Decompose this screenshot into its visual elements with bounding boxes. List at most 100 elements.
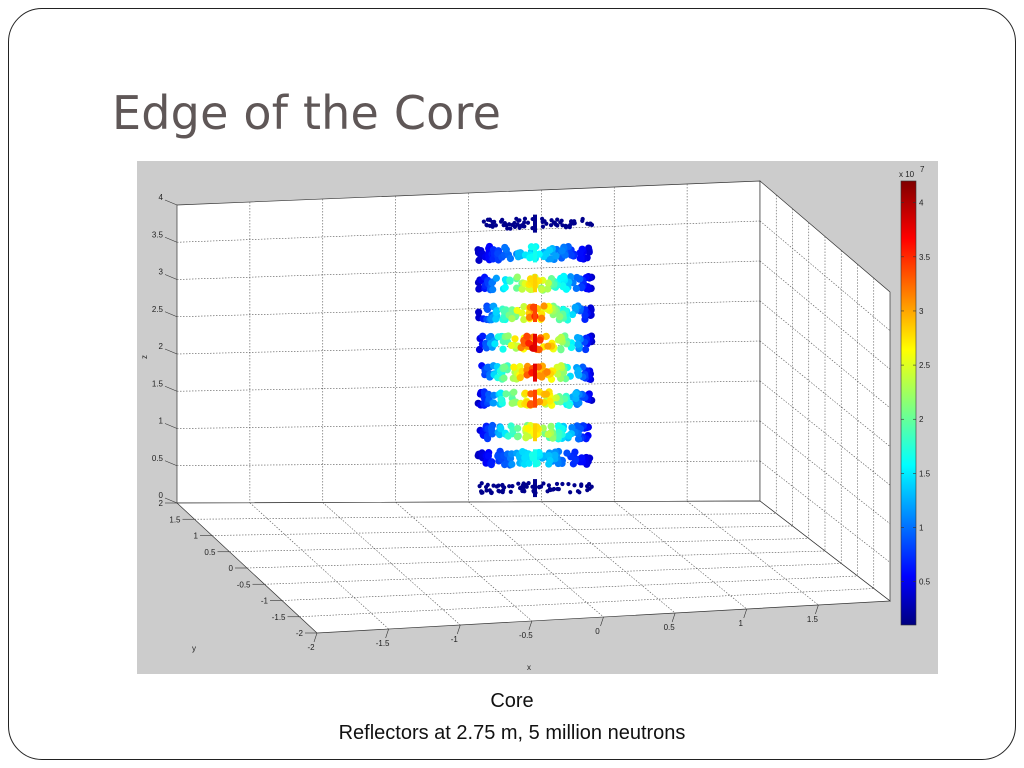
data-point xyxy=(535,372,543,380)
y-tick-label: 0.5 xyxy=(204,548,216,557)
center-rod xyxy=(533,363,537,382)
x-tick-mark xyxy=(528,620,533,631)
data-point xyxy=(567,251,575,259)
scatter3d-plot: 00.511.522.533.54z-2-1.5-1-0.500.511.52y… xyxy=(140,165,931,672)
data-point xyxy=(548,223,554,228)
data-point xyxy=(508,460,516,468)
z-tick-label: 4 xyxy=(159,193,164,202)
x-tick-label: 0.5 xyxy=(664,623,676,632)
data-point xyxy=(585,247,593,255)
figure-panel: 0 0.5 1 1.5 2 2.5 3 3.5 4 z -2 -1.5 -1 -0.5 0 0.5 1 1.5 2 y… xyxy=(137,161,938,674)
x-grid-floor xyxy=(686,501,819,606)
data-point xyxy=(560,272,568,280)
data-point xyxy=(579,483,584,488)
data-point xyxy=(521,487,526,493)
data-point xyxy=(568,310,577,319)
z-grid-side xyxy=(759,380,891,486)
x-axis-label: x xyxy=(527,663,531,672)
y-axis-label: y xyxy=(192,644,196,653)
z-grid-side xyxy=(759,340,891,447)
data-point xyxy=(576,249,584,257)
colorbar-tick-label: 1 xyxy=(919,524,924,533)
colorbar-tick-label: 1.5 xyxy=(919,469,931,478)
data-point xyxy=(527,390,535,398)
data-point xyxy=(494,452,502,460)
colorbar-layer: 0.5 1 1.5 2 2.5 3 3.5 4 x 10 7 xyxy=(899,165,931,626)
z-tick-mark xyxy=(164,274,178,280)
data-point xyxy=(489,285,497,294)
data-point xyxy=(489,399,498,407)
data-point xyxy=(578,454,586,462)
x-tick-label: 1 xyxy=(739,619,744,628)
data-point xyxy=(542,390,550,398)
data-point xyxy=(572,221,577,226)
data-point xyxy=(497,395,505,403)
data-point xyxy=(501,461,509,469)
z-grid-side xyxy=(759,420,891,524)
data-point xyxy=(522,224,527,229)
caption-subtitle: Reflectors at 2.75 m, 5 million neutrons xyxy=(338,722,686,744)
colorbar-exponent: x 10 xyxy=(899,170,915,179)
data-point xyxy=(492,274,500,282)
data-point xyxy=(582,345,590,354)
data-point xyxy=(524,484,529,489)
x-grid-floor xyxy=(614,501,747,610)
data-point xyxy=(500,490,505,495)
data-point xyxy=(520,484,525,489)
data-point xyxy=(555,486,560,492)
data-point xyxy=(516,481,521,486)
floor xyxy=(176,500,891,634)
data-point xyxy=(551,486,557,492)
data-point xyxy=(475,345,484,354)
data-point xyxy=(477,484,482,489)
data-point xyxy=(501,223,506,228)
data-point xyxy=(560,481,565,487)
z-tick-label: 0 xyxy=(159,491,164,500)
data-point xyxy=(566,481,571,487)
data-point xyxy=(500,217,505,223)
z-tick-mark xyxy=(164,236,178,243)
data-point xyxy=(542,332,550,340)
data-point xyxy=(586,482,592,487)
data-point xyxy=(484,452,493,460)
data-point xyxy=(488,490,494,495)
center-rod xyxy=(533,389,537,408)
y-tick-label: -1 xyxy=(261,597,269,606)
z-tick-label: 3 xyxy=(159,268,164,277)
data-point xyxy=(478,489,484,494)
data-point xyxy=(560,223,565,228)
data-point xyxy=(565,432,573,440)
data-point xyxy=(573,333,582,342)
x-tick-label: -0.5 xyxy=(519,631,533,640)
y-grid-floor xyxy=(246,550,826,569)
data-point xyxy=(479,481,484,486)
z-axis-label: z xyxy=(140,355,149,359)
data-point xyxy=(546,483,551,488)
data-point xyxy=(510,222,515,228)
x-tick-label: -1 xyxy=(451,635,459,644)
center-rod xyxy=(533,449,537,468)
data-point xyxy=(496,488,501,494)
data-point xyxy=(551,220,557,225)
center-rod xyxy=(533,214,537,233)
data-point xyxy=(487,461,495,469)
data-point xyxy=(496,431,504,439)
data-point xyxy=(574,435,583,443)
data-point xyxy=(577,254,585,262)
data-point xyxy=(568,490,573,495)
data-point xyxy=(565,401,573,410)
data-point xyxy=(513,284,521,292)
data-point xyxy=(513,433,522,441)
data-point xyxy=(567,343,575,352)
data-point xyxy=(559,282,567,290)
data-point xyxy=(511,335,519,343)
data-point xyxy=(514,249,523,257)
z-tick-mark xyxy=(164,311,178,318)
data-point xyxy=(563,225,569,230)
data-point xyxy=(513,273,521,281)
data-point xyxy=(475,308,483,316)
data-point xyxy=(574,340,582,348)
slide-title: Edge of the Core xyxy=(112,86,502,140)
data-point xyxy=(521,389,529,397)
data-point xyxy=(544,430,552,438)
